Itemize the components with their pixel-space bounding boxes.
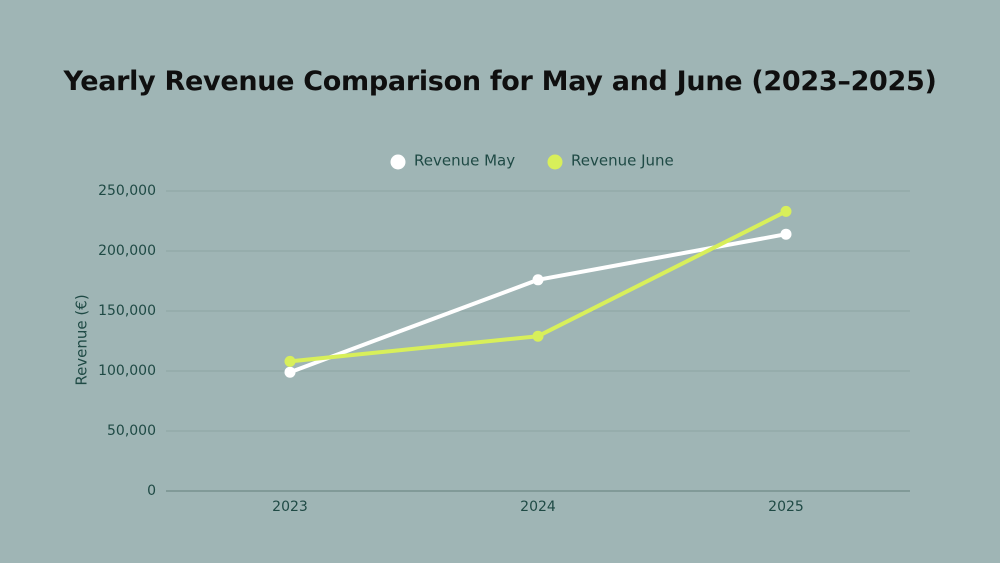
series-line bbox=[288, 232, 788, 375]
legend-label: Revenue June bbox=[571, 152, 674, 170]
legend: Revenue May Revenue June bbox=[390, 152, 674, 170]
series-revenue-june bbox=[284, 205, 792, 367]
y-tick-label: 0 bbox=[147, 483, 156, 499]
y-tick-label: 50,000 bbox=[107, 423, 156, 439]
y-axis-title: Revenue (€) bbox=[73, 294, 91, 385]
chart-title: Yearly Revenue Comparison for May and Ju… bbox=[63, 66, 937, 97]
x-axis-ticks: 2023 2024 2025 bbox=[272, 499, 804, 515]
x-tick-label: 2023 bbox=[272, 499, 308, 515]
y-tick-label: 200,000 bbox=[98, 243, 156, 259]
data-point bbox=[284, 366, 296, 378]
x-tick-label: 2024 bbox=[520, 499, 556, 515]
data-point bbox=[532, 274, 544, 286]
x-tick-label: 2025 bbox=[768, 499, 804, 515]
data-point bbox=[284, 355, 296, 367]
series bbox=[284, 205, 792, 378]
y-tick-label: 100,000 bbox=[98, 363, 156, 379]
y-tick-label: 150,000 bbox=[98, 303, 156, 319]
legend-label: Revenue May bbox=[414, 152, 515, 170]
y-tick-label: 250,000 bbox=[98, 183, 156, 199]
series-revenue-may bbox=[284, 228, 792, 378]
data-point bbox=[532, 330, 544, 342]
y-axis-ticks: 0 50,000 100,000 150,000 200,000 250,000 bbox=[98, 183, 156, 499]
legend-marker bbox=[547, 154, 563, 170]
data-point bbox=[780, 205, 792, 217]
legend-marker bbox=[390, 154, 406, 170]
data-point bbox=[780, 228, 792, 240]
